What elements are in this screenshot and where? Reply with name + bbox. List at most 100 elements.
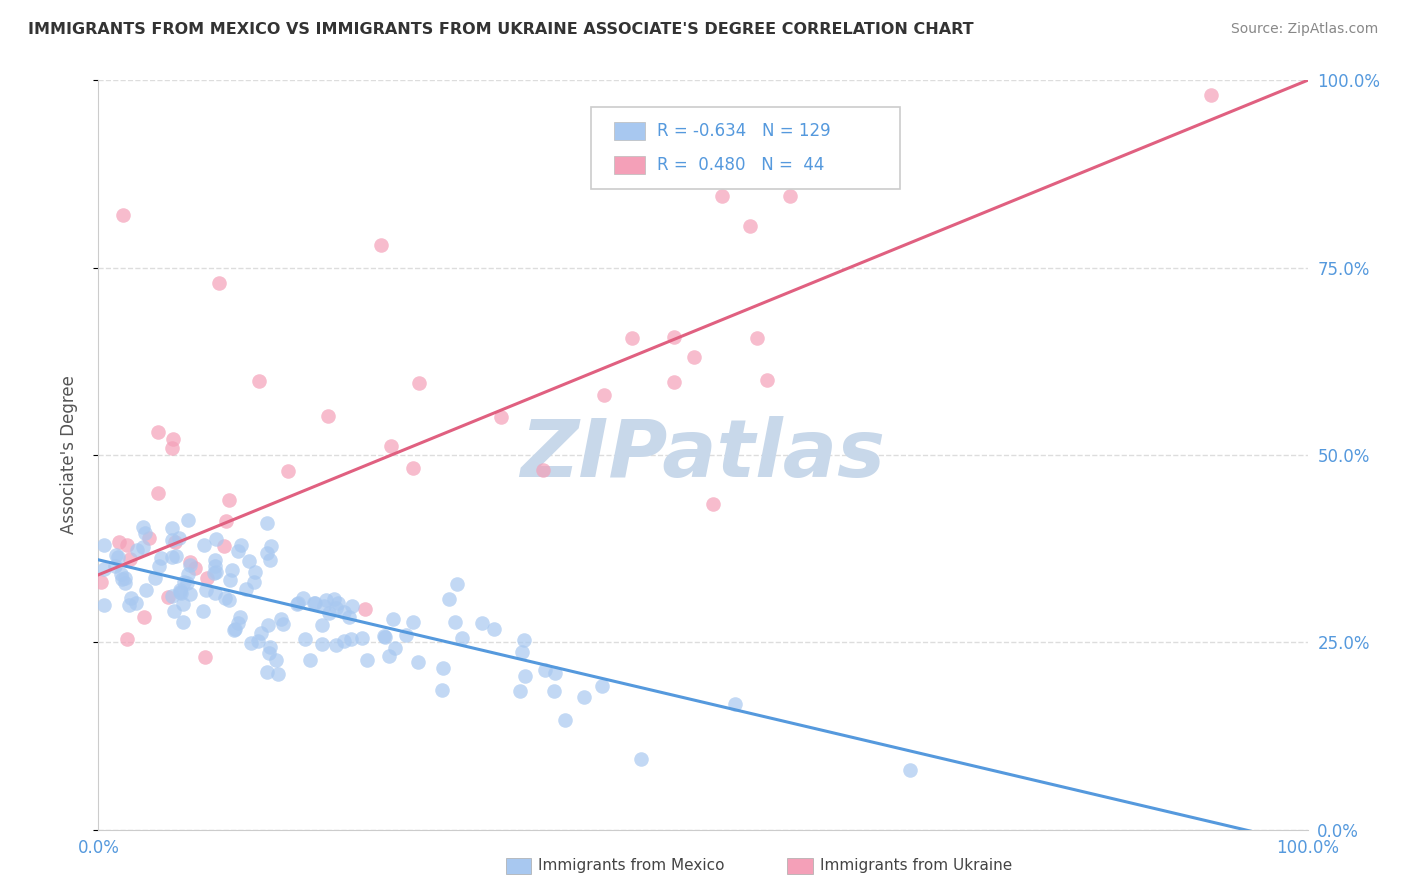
Point [231,538,253,552]
Point [683,350,706,364]
Point [591,679,613,693]
Point [93,538,115,552]
Point [179,586,201,600]
Point [256,516,278,531]
Point [120,591,142,606]
Point [740,219,762,234]
Point [443,615,465,630]
Point [221,563,243,577]
Point [240,636,263,650]
Point [120,552,142,566]
Point [256,665,278,679]
Point [312,599,335,613]
Point [311,618,333,632]
Point [311,637,333,651]
Point [304,596,326,610]
Point [437,591,460,606]
Point [204,586,226,600]
Point [115,538,138,552]
Point [176,576,198,591]
Point [243,566,266,580]
Point [724,697,747,711]
Point [544,666,567,681]
Text: ZIPatlas: ZIPatlas [520,416,886,494]
Point [513,633,536,648]
Point [294,632,316,647]
Point [228,543,250,558]
Point [554,714,576,728]
Point [208,276,231,290]
Point [287,596,309,610]
Point [195,571,218,585]
Point [107,534,129,549]
Point [179,558,201,572]
Point [224,624,246,638]
Point [205,565,228,579]
Point [193,538,215,552]
Point [177,566,200,581]
Point [259,640,281,654]
Point [150,551,173,566]
Point [218,573,240,587]
Point [259,553,281,567]
Point [664,375,686,389]
Point [374,630,396,644]
Point [214,514,236,528]
Point [572,690,595,704]
Point [406,655,429,669]
Point [127,542,149,557]
Text: Immigrants from Mexico: Immigrants from Mexico [538,858,725,872]
Point [148,559,170,574]
Point [533,462,555,476]
Point [451,632,474,646]
Point [322,592,344,607]
Point [163,534,186,549]
Point [370,237,392,252]
Point [513,669,536,683]
Point [162,432,184,446]
Point [509,684,531,698]
Point [132,520,155,534]
Point [304,596,326,610]
Point [260,539,283,553]
Point [115,632,138,646]
Point [111,572,134,586]
Point [226,615,249,630]
Point [350,631,373,645]
Point [267,667,290,681]
Point [202,566,225,580]
Point [105,548,128,562]
Point [247,634,270,648]
Point [779,189,801,203]
Point [318,606,340,620]
Point [134,525,156,540]
Point [204,553,226,567]
Point [183,561,205,575]
Point [247,374,270,388]
Point [193,604,215,618]
Point [630,752,652,766]
Point [250,626,273,640]
Point [235,582,257,596]
Point [270,612,292,626]
Point [333,633,356,648]
Point [377,649,399,664]
Point [337,610,360,624]
Point [132,541,155,555]
Point [340,599,363,614]
Point [132,609,155,624]
Point [143,571,166,585]
Point [446,577,468,591]
Point [224,622,246,636]
Point [169,582,191,597]
Point [114,576,136,591]
Point [111,208,134,222]
Point [408,376,430,390]
Point [432,661,454,675]
Point [471,616,494,631]
Text: R =  0.480   N =  44: R = 0.480 N = 44 [657,156,824,174]
Point [194,582,217,597]
Point [157,590,180,604]
Point [285,597,308,611]
Point [179,555,201,569]
